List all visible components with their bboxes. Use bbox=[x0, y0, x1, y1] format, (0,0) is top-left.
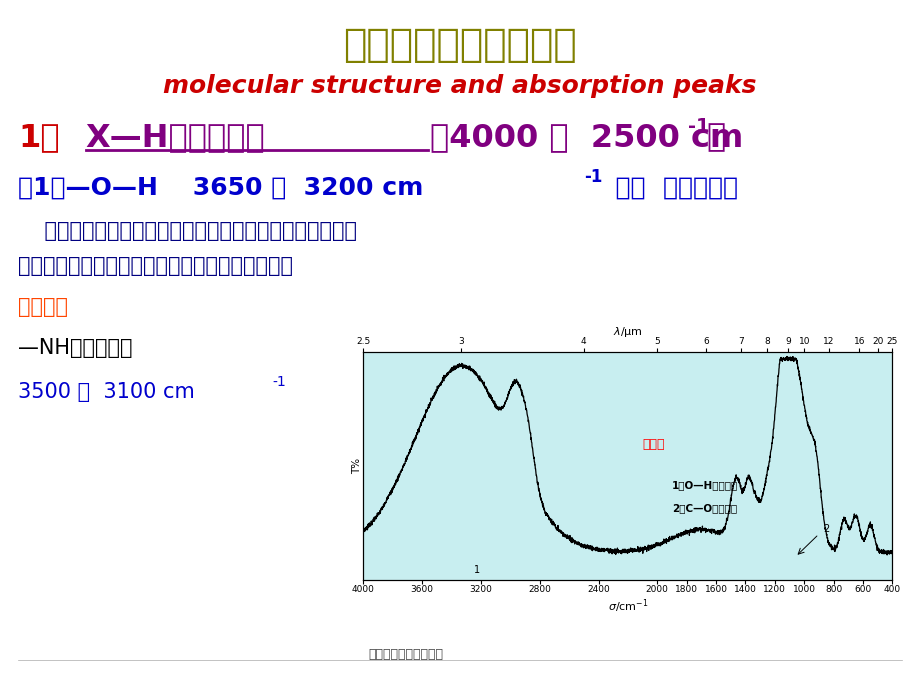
Text: ）: ） bbox=[706, 123, 725, 153]
Text: 注意区分: 注意区分 bbox=[18, 297, 68, 317]
Text: -1: -1 bbox=[584, 168, 602, 186]
Text: 2: 2 bbox=[823, 524, 829, 534]
Text: 1．: 1． bbox=[18, 123, 60, 153]
X-axis label: $\lambda$/μm: $\lambda$/μm bbox=[612, 324, 642, 339]
X-axis label: $\sigma$/cm$^{-1}$: $\sigma$/cm$^{-1}$ bbox=[607, 597, 648, 615]
Text: 3500 ～  3100 cm: 3500 ～ 3100 cm bbox=[18, 382, 195, 402]
Text: 二、分子结构与吸收峰: 二、分子结构与吸收峰 bbox=[343, 26, 576, 64]
Text: 正丁醇: 正丁醇 bbox=[641, 437, 664, 451]
Text: -1: -1 bbox=[687, 117, 709, 136]
Text: 红外光谱解析最新课件: 红外光谱解析最新课件 bbox=[368, 648, 443, 660]
Text: 1: 1 bbox=[473, 565, 479, 575]
Text: -1: -1 bbox=[272, 375, 286, 388]
Text: molecular structure and absorption peaks: molecular structure and absorption peaks bbox=[163, 75, 756, 98]
Text: —NH伸缩振动：: —NH伸缩振动： bbox=[18, 339, 132, 358]
Text: X—H伸缩振动区: X—H伸缩振动区 bbox=[85, 123, 265, 153]
Text: 确定  醇、酚、酸: 确定 醇、酚、酸 bbox=[597, 176, 737, 199]
Text: 在非极性溶剂中，浓度较小（稀溶液）时，峰形尖锐，强: 在非极性溶剂中，浓度较小（稀溶液）时，峰形尖锐，强 bbox=[18, 221, 357, 241]
Text: 2．C—O伸缩振动: 2．C—O伸缩振动 bbox=[671, 503, 736, 513]
Text: （1）—O—H    3650 ～  3200 cm: （1）—O—H 3650 ～ 3200 cm bbox=[18, 176, 424, 199]
Y-axis label: T%: T% bbox=[352, 457, 361, 474]
Text: 吸收；当浓度较大时，发生缔合作用，峰形较宽。: 吸收；当浓度较大时，发生缔合作用，峰形较宽。 bbox=[18, 256, 293, 275]
Text: （4000 ～  2500 cm: （4000 ～ 2500 cm bbox=[429, 123, 742, 153]
Text: 1．O—H伸缩振动: 1．O—H伸缩振动 bbox=[671, 480, 737, 491]
